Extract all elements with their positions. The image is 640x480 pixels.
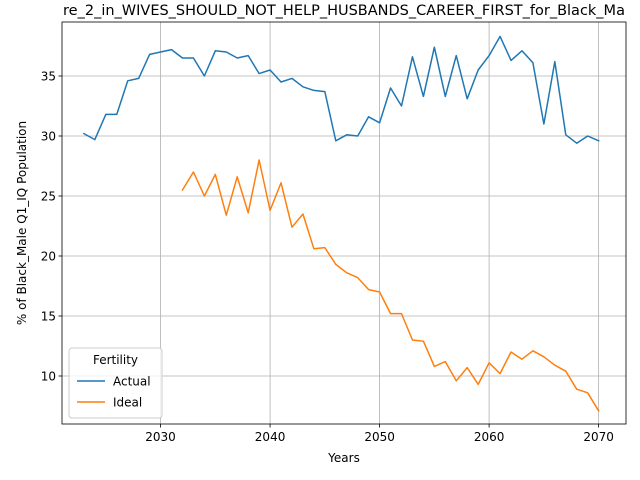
x-tick-label: 2030 bbox=[145, 430, 176, 444]
y-axis: 10 15 20 25 30 35 bbox=[41, 69, 62, 383]
x-tick-label: 2060 bbox=[474, 430, 505, 444]
plot-area-frame bbox=[61, 21, 627, 425]
x-tick-label: 2070 bbox=[583, 430, 614, 444]
legend: Fertility Actual Ideal bbox=[68, 347, 163, 419]
legend-label-ideal: Ideal bbox=[113, 395, 142, 409]
x-tick-label: 2040 bbox=[255, 430, 286, 444]
y-tick-label: 35 bbox=[41, 69, 56, 83]
y-tick-label: 10 bbox=[41, 369, 56, 383]
y-tick-label: 30 bbox=[41, 129, 56, 143]
y-axis-title: % of Black_Male Q1_IQ Population bbox=[15, 121, 29, 325]
series-lines bbox=[82, 35, 600, 412]
y-tick-label: 15 bbox=[41, 309, 56, 323]
x-tick-label: 2050 bbox=[364, 430, 395, 444]
legend-title: Fertility bbox=[93, 353, 138, 367]
chart-title: re_2_in_WIVES_SHOULD_NOT_HELP_HUSBANDS_C… bbox=[63, 3, 625, 19]
legend-box bbox=[68, 347, 163, 419]
x-axis-title: Years bbox=[327, 451, 360, 465]
series-line-ideal bbox=[181, 159, 600, 412]
y-tick-label: 25 bbox=[41, 189, 56, 203]
legend-label-actual: Actual bbox=[113, 374, 151, 388]
series-line-actual bbox=[82, 35, 600, 144]
x-axis: 2030 2040 2050 2060 2070 bbox=[145, 424, 614, 444]
y-tick-label: 20 bbox=[41, 249, 56, 263]
